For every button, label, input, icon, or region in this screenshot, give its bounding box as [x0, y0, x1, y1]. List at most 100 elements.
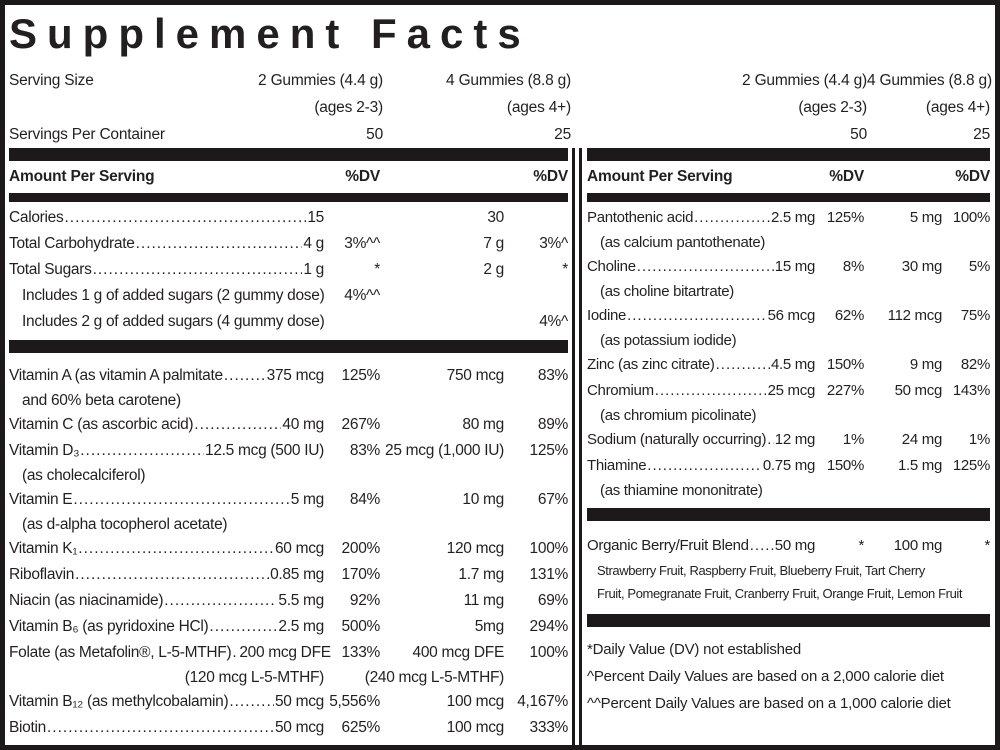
dose2-subvalue: (240 mcg L-5-MTHF): [364, 669, 505, 686]
nutrient-row: Thiamine 0.75 mg 150% 1.5 mg 125%: [587, 453, 990, 479]
nutrient-name: Pantothenic acid: [587, 209, 694, 226]
dose2-size: 4 Gummies (8.8 g): [867, 72, 992, 89]
nutrient-row: Iodine 56 mcg 62% 112 mcg 75%: [587, 303, 990, 329]
nutrient-name: Iodine: [587, 307, 627, 324]
nutrient-name: Thiamine: [587, 457, 647, 474]
spacer: [504, 666, 568, 689]
servings-per-container-label: Servings Per Container: [9, 126, 165, 143]
serving-size-row: Serving Size 2 Gummies (4.4 g) 4 Gummies…: [9, 67, 571, 94]
header-left: Supplement Facts Serving Size 2 Gummies …: [5, 5, 575, 148]
dose1-dv: *: [858, 537, 864, 554]
dose2-dv: 1%: [968, 431, 990, 448]
dose2-dv: 83%: [537, 367, 568, 384]
nutrient-name-cell: Riboflavin 0.85 mg: [9, 562, 324, 588]
dose2-dv: [504, 205, 568, 231]
dose2-amount: 100 mg: [893, 537, 943, 554]
nutrient-name-cell: Organic Berry/Fruit Blend 50 mg: [587, 533, 815, 559]
dose1-size: 2 Gummies (4.4 g): [258, 72, 383, 89]
nutrient-row: Calories 15 30: [9, 205, 568, 231]
dose2-amount: 24 mg: [901, 431, 943, 448]
nutrient-name: Chromium: [587, 382, 654, 399]
dot-leader: [75, 562, 269, 588]
nutrient-name: Total Sugars: [9, 261, 92, 278]
dv-header-dose2: %DV: [955, 168, 990, 185]
nutrient-row: Vitamin C (as ascorbic acid) 40 mg 267% 80 …: [9, 412, 568, 438]
dose2-amount: 2 g: [483, 261, 504, 278]
footnotes: *Daily Value (DV) not established ^Perce…: [587, 636, 990, 717]
minerals-section: Pantothenic acid 2.5 mg 125% 5 mg 100% (as ca…: [587, 202, 990, 502]
dose2-dv: 4,167%: [517, 693, 568, 710]
dose1-amount: 50 mg: [774, 537, 816, 554]
dose1-dv: 125%: [341, 367, 381, 384]
dot-leader: [47, 715, 274, 741]
dose1-dv: 150%: [826, 457, 864, 474]
dose2-amount: 100 mcg: [446, 719, 505, 736]
nutrient-subtext: Strawberry Fruit, Raspberry Fruit, Blueb…: [597, 563, 925, 578]
nutrient-row: Vitamin K₁ 60 mcg 200% 120 mcg 100%: [9, 536, 568, 562]
dose1-amount: 0.75 mg: [762, 457, 815, 474]
nutrient-name-cell: Niacin (as niacinamide) 5.5 mg: [9, 588, 324, 614]
spacer: [864, 161, 942, 193]
dose2-dv: 100%: [952, 209, 990, 226]
nutrient-name-cell: Includes 2 g of added sugars (4 gummy do…: [9, 309, 325, 335]
dose1-amount: 200 mcg DFE: [239, 644, 331, 661]
dose2-amount: 1.5 mg: [897, 457, 942, 474]
dose2-ages: (ages 4+): [925, 99, 990, 116]
dose1-dv: [324, 309, 380, 335]
dot-leader: [224, 363, 266, 389]
servings-per-container-row: Servings Per Container 50 25: [9, 121, 571, 148]
nutrient-row: Vitamin B₁₂ (as methylcobalamin) 50 mcg 5,…: [9, 689, 568, 715]
nutrient-name-cell: Thiamine 0.75 mg: [587, 453, 815, 479]
dot-leader: [209, 614, 277, 640]
nutrient-name-cell: Calories 15: [9, 205, 324, 231]
nutrient-name: Vitamin E: [9, 491, 73, 508]
amount-per-serving-label: Amount Per Serving: [587, 168, 733, 185]
nutrient-name-cell: Vitamin A (as vitamin A palmitate 375 mcg: [9, 363, 324, 389]
dose1-amount: 12.5 mcg (500 IU): [205, 442, 324, 459]
dose2-dv: 82%: [960, 356, 990, 373]
dose2-dv: [504, 283, 568, 309]
dose1-amount: 56 mcg: [767, 307, 816, 324]
label-header: Supplement Facts Serving Size 2 Gummies …: [5, 5, 995, 148]
dose2-dv: 125%: [529, 442, 569, 459]
dose1-amount: 15: [307, 209, 324, 226]
page-title: Supplement Facts: [9, 10, 531, 57]
nutrient-row: Niacin (as niacinamide) 5.5 mg 92% 11 mg 69%: [9, 588, 568, 614]
nutrient-subtext: and 60% beta carotene): [22, 392, 181, 409]
dose1-dv: 125%: [826, 209, 864, 226]
dose2-dv: 294%: [529, 618, 569, 635]
dose2-amount: 10 mg: [462, 491, 504, 508]
footnote-2000-calorie: ^Percent Daily Values are based on a 2,0…: [587, 668, 944, 685]
dose2-dv: 143%: [952, 382, 990, 399]
nutrient-name: Vitamin C (as ascorbic acid): [9, 416, 194, 433]
dose1-dv: 150%: [826, 356, 864, 373]
dose2-amount: 50 mcg: [894, 382, 943, 399]
nutrient-name-cell: Vitamin B₁₂ (as methylcobalamin) 50 mcg: [9, 689, 324, 715]
label-body: Amount Per Serving %DV %DV Calories 15 30 T…: [5, 148, 995, 745]
column-header-row: Amount Per Serving %DV %DV: [587, 161, 990, 193]
dose2-dv: 5%: [968, 258, 990, 275]
dose2-amount: 80 mg: [462, 416, 504, 433]
dose1-dv: 83%: [349, 442, 380, 459]
dose1-amount: 1 g: [303, 261, 324, 278]
dot-leader: [627, 303, 767, 329]
nutrient-name: Zinc (as zinc citrate): [587, 356, 715, 373]
nutrient-subtext: (as calcium pantothenate): [600, 234, 766, 251]
dose2-amount: 9 mg: [909, 356, 942, 373]
nutrient-name-cell: Choline 15 mg: [587, 254, 815, 280]
macros-section: Calories 15 30 Total Carbohydrate 4 g 3%^^ 7 g…: [9, 202, 568, 335]
dose2-amount: 400 mcg DFE: [412, 644, 505, 661]
dose1-amount: 2.5 mg: [278, 618, 324, 635]
nutrient-name-cell: Vitamin C (as ascorbic acid) 40 mg: [9, 412, 324, 438]
nutrient-row: Zinc (as zinc citrate) 4.5 mg 150% 9 mg 82%: [587, 352, 990, 378]
dose1-dv: 4%^^: [344, 287, 380, 304]
nutrient-row: Chromium 25 mcg 227% 50 mcg 143%: [587, 378, 990, 404]
ages-row: (ages 2-3) (ages 4+): [9, 94, 571, 121]
nutrient-row: Biotin 50 mcg 625% 100 mcg 333%: [9, 715, 568, 741]
dose1-dv: *: [374, 261, 380, 278]
nutrient-row: Total Carbohydrate 4 g 3%^^ 7 g 3%^: [9, 231, 568, 257]
dose2-dv: 69%: [537, 592, 568, 609]
dose2-dv: 4%^: [539, 313, 568, 330]
dot-leader: [194, 412, 281, 438]
